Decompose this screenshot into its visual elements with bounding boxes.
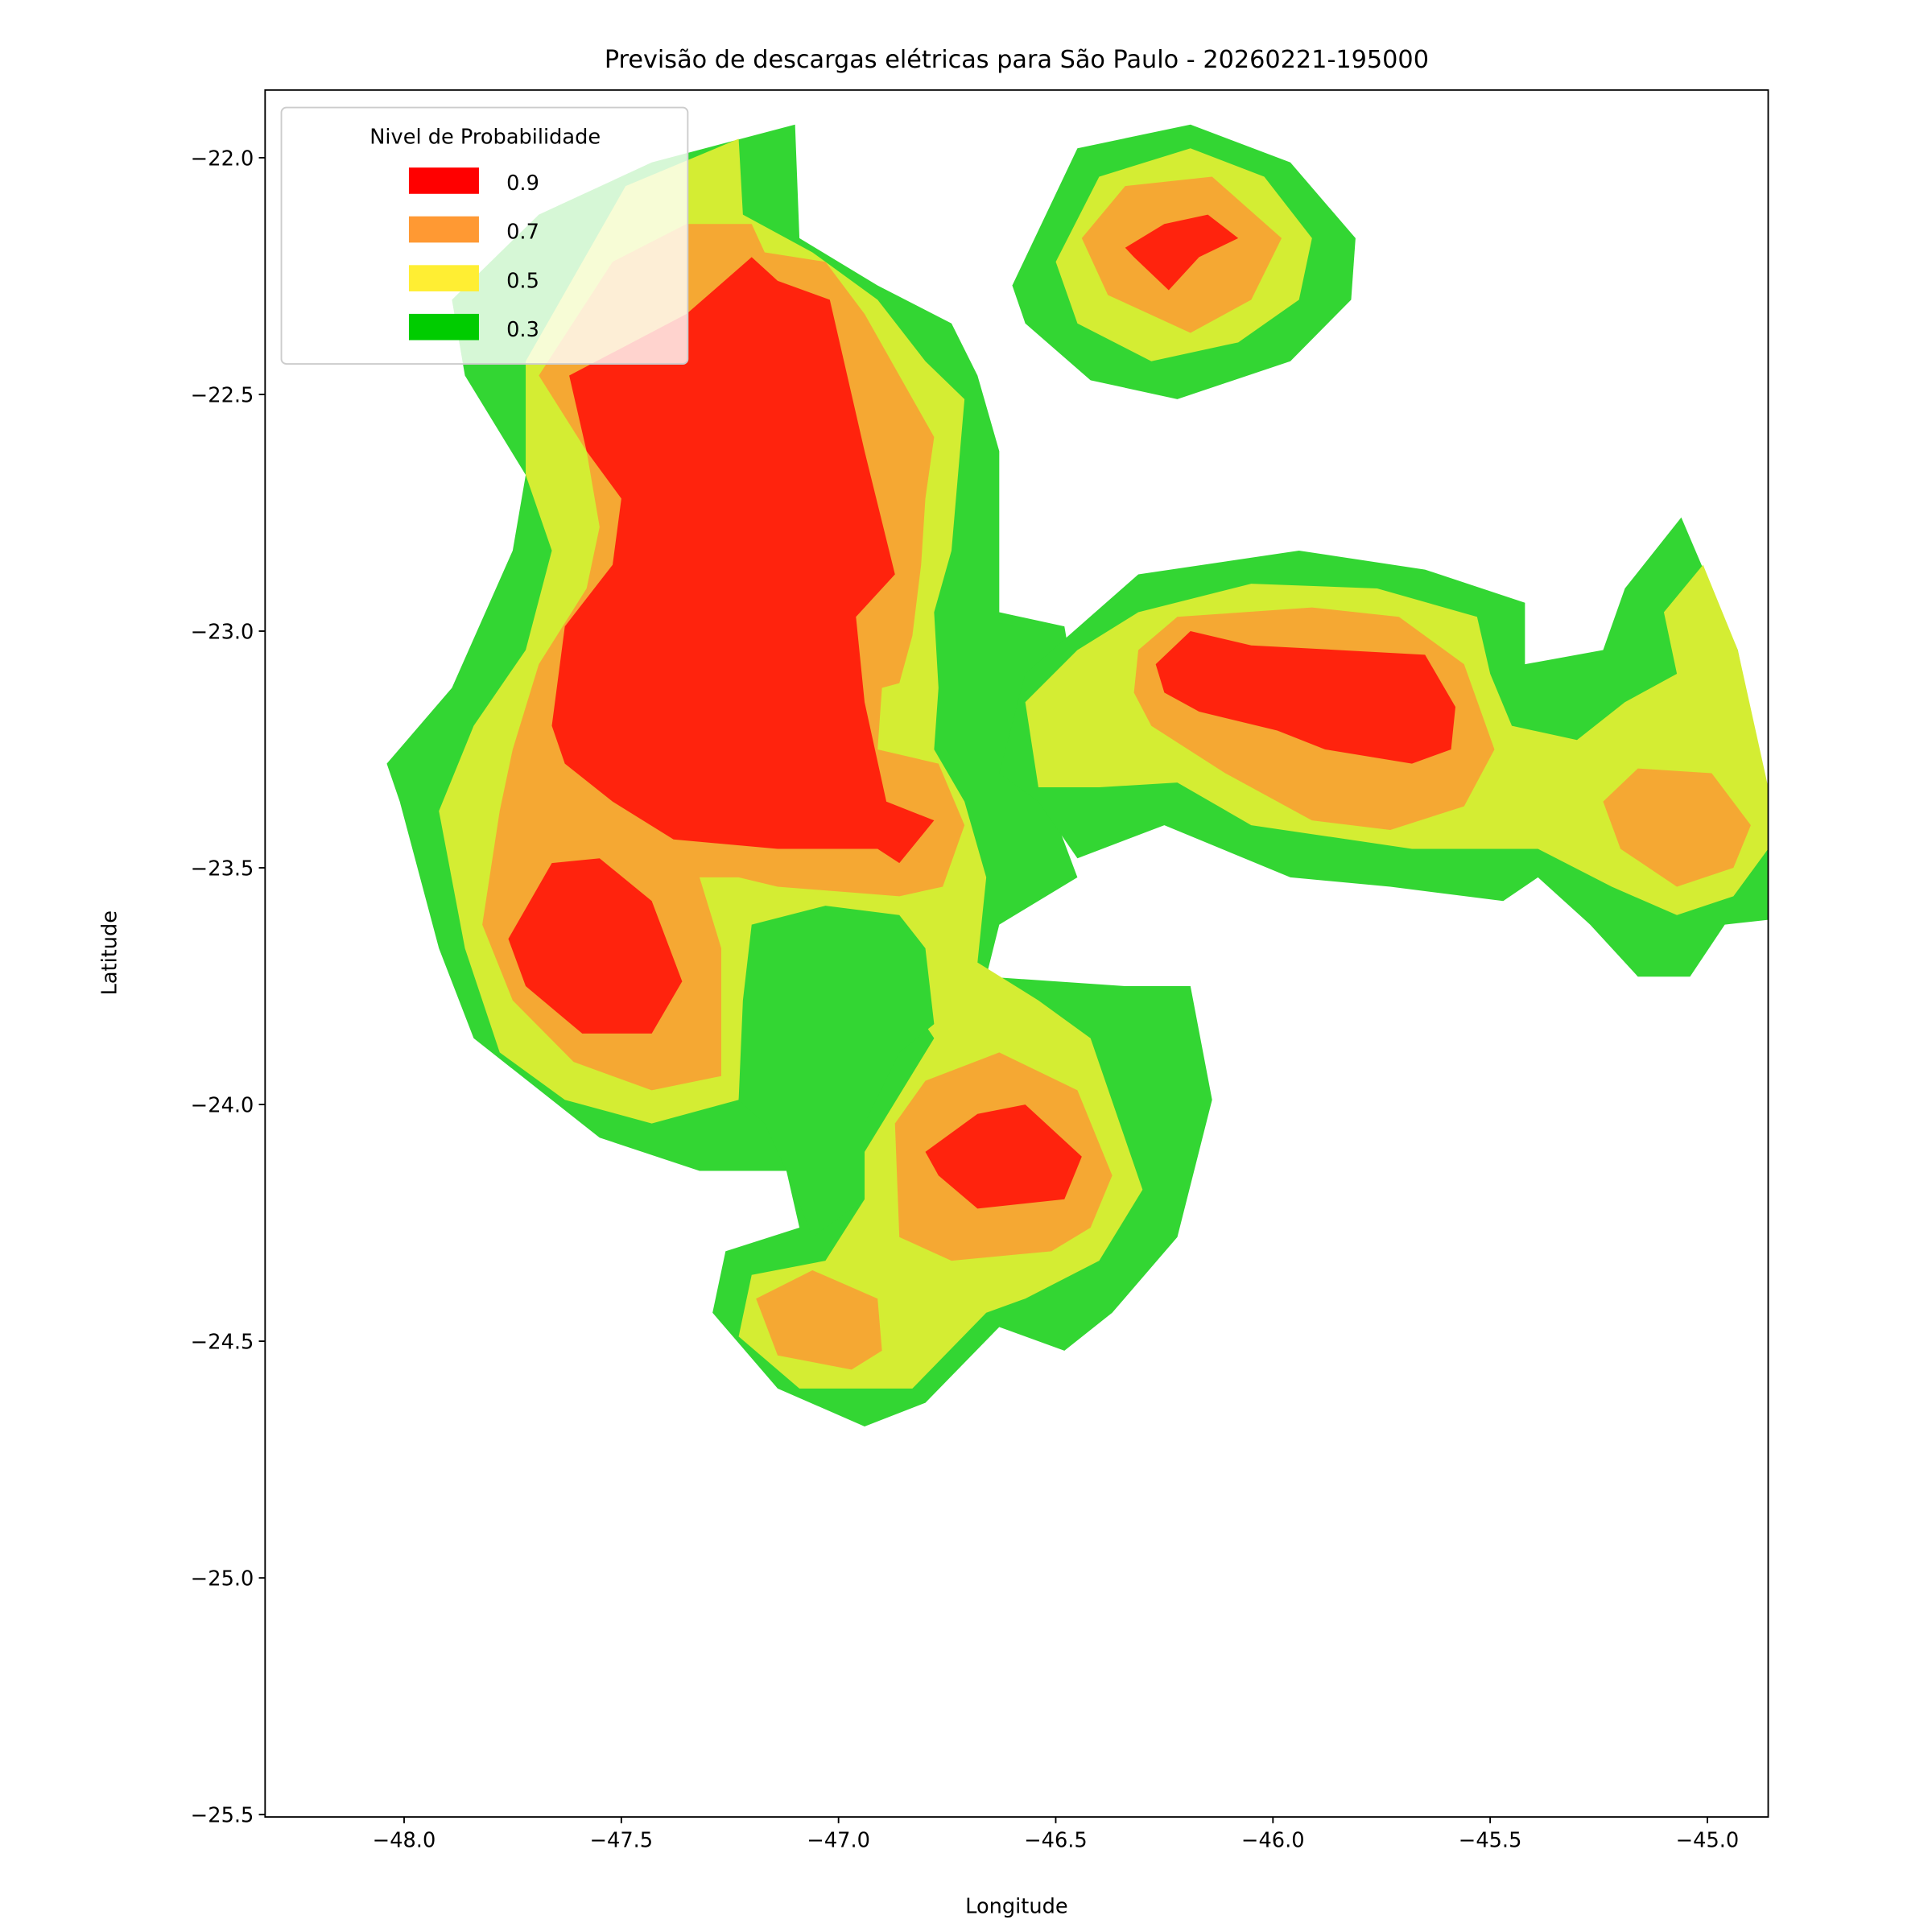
contour-region-07 (756, 1269, 882, 1370)
legend-label: 0.7 (506, 221, 539, 245)
x-tick-label: −46.0 (1241, 1828, 1305, 1852)
legend-swatch (408, 313, 479, 341)
x-tick-label: −45.0 (1676, 1828, 1740, 1852)
y-tick-label: −24.5 (191, 1330, 254, 1354)
plot-frame (264, 89, 1769, 1818)
x-axis: −48.0 −47.5 −47.0 −46.5 −46.0 −45.5 −45.0 (373, 1817, 1739, 1852)
contour-region-07 (1603, 768, 1751, 887)
x-tick-label: −48.0 (373, 1828, 436, 1852)
legend-box (280, 106, 689, 365)
contour-region-09 (1125, 214, 1239, 291)
legend-title: Nivel de Probabilidade (369, 126, 601, 150)
contour-region-09 (1155, 631, 1455, 764)
contour-region-03 (738, 906, 935, 1237)
legend-swatch (408, 216, 479, 243)
y-tick-label: −22.5 (191, 383, 254, 407)
x-tick-label: −47.0 (807, 1828, 870, 1852)
y-tick-label: −24.0 (191, 1093, 254, 1117)
x-tick-label: −47.5 (590, 1828, 654, 1852)
contour-region-09 (551, 257, 935, 864)
legend-label: 0.5 (506, 269, 539, 293)
legend: Nivel de Probabilidade 0.9 0.7 0.5 0.3 (280, 106, 689, 365)
legend-label: 0.3 (506, 318, 539, 342)
x-tick-label: −46.5 (1024, 1828, 1088, 1852)
legend-label: 0.9 (506, 171, 539, 196)
contour-regions (386, 124, 1769, 1426)
legend-swatch (408, 265, 479, 291)
x-axis-label: Longitude (965, 1895, 1067, 1919)
y-tick-label: −23.0 (191, 620, 254, 644)
y-tick-label: −25.0 (191, 1567, 254, 1591)
y-tick-label: −25.5 (191, 1803, 254, 1827)
contour-region-09 (508, 858, 683, 1034)
chart-title: Previsão de descargas elétricas para São… (605, 46, 1429, 74)
x-tick-label: −45.5 (1459, 1828, 1522, 1852)
y-tick-label: −23.5 (191, 857, 254, 881)
legend-swatch (408, 167, 479, 194)
y-axis: −22.0 −22.5 −23.0 −23.5 −24.0 −24.5 −25.0 −25.5 (191, 147, 266, 1827)
y-axis-label: Latitude (97, 910, 122, 995)
contour-region-09 (925, 1104, 1082, 1209)
y-tick-label: −22.0 (191, 147, 254, 171)
